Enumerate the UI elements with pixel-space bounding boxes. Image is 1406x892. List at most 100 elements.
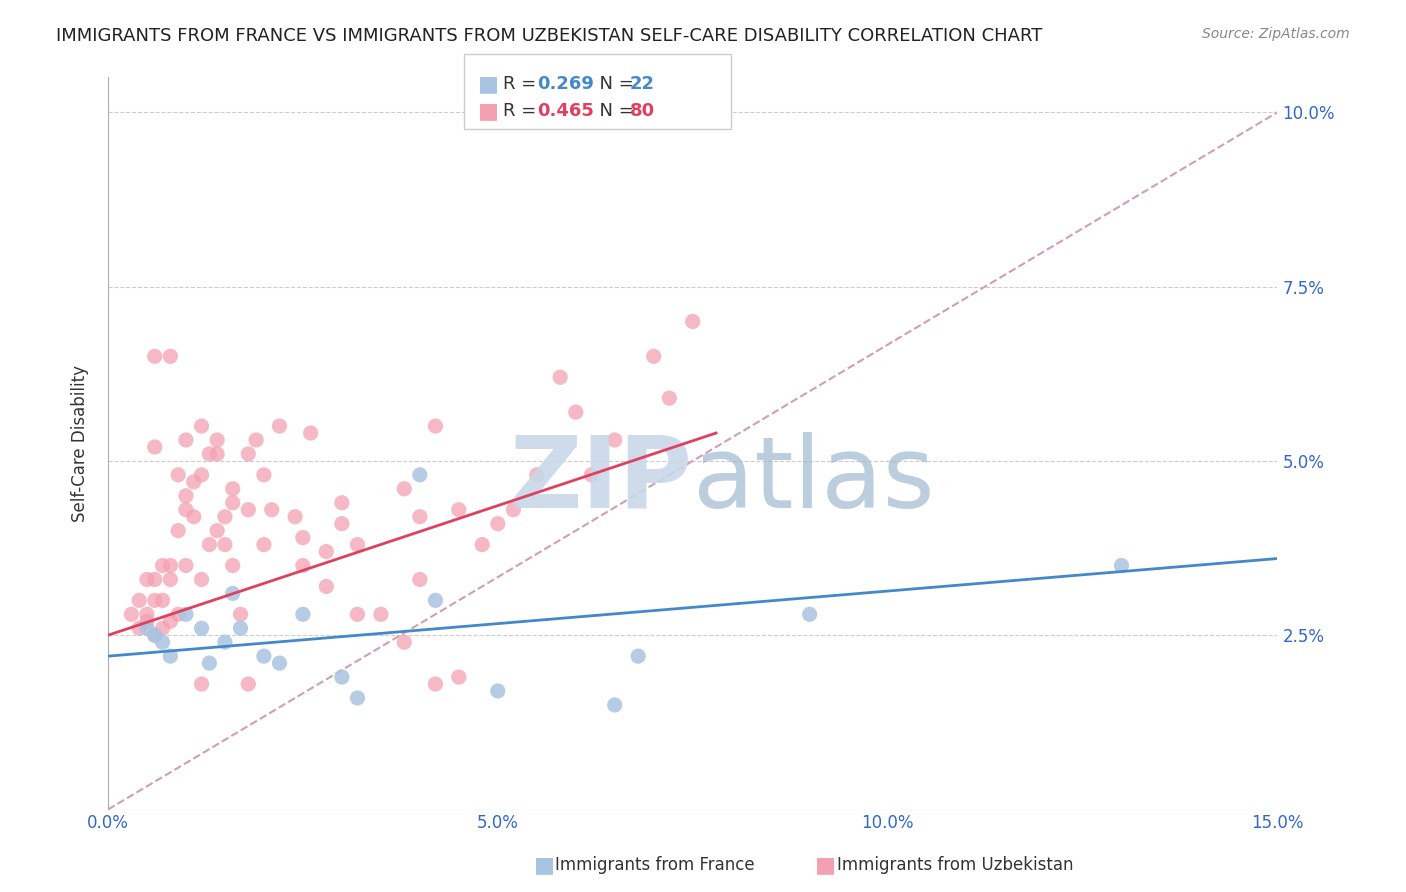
Point [190,677,212,691]
Point [214,635,236,649]
Point [128,621,150,635]
Point [409,573,432,587]
Point [253,538,276,552]
Point [159,349,181,363]
Y-axis label: Self-Care Disability: Self-Care Disability [72,365,89,522]
Point [394,635,416,649]
Point [143,593,166,607]
Point [174,502,197,516]
Text: ■: ■ [478,102,499,121]
Point [370,607,392,622]
Point [136,615,159,629]
Point [269,419,291,434]
Point [315,544,337,558]
Point [229,607,252,622]
Point [447,502,470,516]
Text: 0.269: 0.269 [537,75,593,93]
Point [167,524,190,538]
Point [627,649,650,664]
Point [205,524,228,538]
Point [315,579,337,593]
Point [143,349,166,363]
Point [143,628,166,642]
Point [190,573,212,587]
Text: ZIP: ZIP [510,432,693,529]
Point [229,621,252,635]
Point [253,649,276,664]
Point [330,670,353,684]
Point [205,433,228,447]
Point [253,467,276,482]
Point [238,447,260,461]
Point [136,621,159,635]
Point [238,502,260,516]
Point [128,593,150,607]
Point [143,573,166,587]
Text: N =: N = [588,75,640,93]
Point [658,391,681,405]
Point [603,433,626,447]
Point [190,621,212,635]
Text: 0.465: 0.465 [537,103,593,120]
Point [136,573,159,587]
Point [1111,558,1133,573]
Point [174,607,197,622]
Point [269,656,291,670]
Point [486,684,509,698]
Point [136,607,159,622]
Point [238,677,260,691]
Text: ■: ■ [534,855,555,875]
Point [346,690,368,705]
Point [260,502,283,516]
Point [425,677,447,691]
Point [159,558,181,573]
Point [152,635,174,649]
Legend:  [547,95,558,106]
Point [330,496,353,510]
Text: atlas: atlas [693,432,935,529]
Text: Immigrants from France: Immigrants from France [555,856,755,874]
Point [291,558,314,573]
Point [486,516,509,531]
Text: N =: N = [588,103,640,120]
Point [799,607,821,622]
Point [682,314,704,328]
Point [425,419,447,434]
Point [222,558,245,573]
Point [291,531,314,545]
Text: 22: 22 [630,75,655,93]
Text: 80: 80 [630,103,655,120]
Point [526,467,548,482]
Point [190,419,212,434]
Point [167,467,190,482]
Point [174,433,197,447]
Point [174,489,197,503]
Point [167,607,190,622]
Point [120,607,142,622]
Point [548,370,571,384]
Text: R =: R = [503,103,543,120]
Point [198,447,221,461]
Text: Source: ZipAtlas.com: Source: ZipAtlas.com [1202,27,1350,41]
Point [394,482,416,496]
Text: IMMIGRANTS FROM FRANCE VS IMMIGRANTS FROM UZBEKISTAN SELF-CARE DISABILITY CORREL: IMMIGRANTS FROM FRANCE VS IMMIGRANTS FRO… [56,27,1043,45]
Point [143,628,166,642]
Point [190,467,212,482]
Text: R =: R = [503,75,543,93]
Point [603,698,626,712]
Point [222,496,245,510]
Point [159,615,181,629]
Point [564,405,586,419]
Point [222,482,245,496]
Point [214,509,236,524]
Point [214,538,236,552]
Point [330,516,353,531]
Text: Immigrants from Uzbekistan: Immigrants from Uzbekistan [837,856,1073,874]
Point [152,558,174,573]
Point [205,447,228,461]
Point [152,593,174,607]
Point [409,509,432,524]
Point [447,670,470,684]
Point [409,467,432,482]
Point [143,440,166,454]
